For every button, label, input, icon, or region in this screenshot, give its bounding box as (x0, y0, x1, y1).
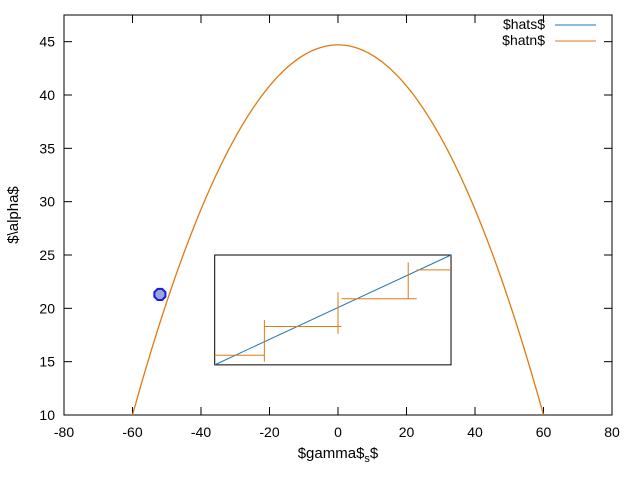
x-tick-label: 60 (536, 424, 552, 440)
highlight-marker (153, 287, 167, 302)
x-tick-label: 80 (604, 424, 620, 440)
y-tick-label: 25 (39, 247, 55, 263)
y-axis-label: $\alpha$ (5, 186, 22, 244)
marker-layer (153, 287, 167, 302)
hatn-curve (131, 44, 545, 416)
y-axis-ticks: 10 15 20 25 30 35 40 45 (39, 34, 612, 423)
inset-layer (214, 254, 452, 366)
x-tick-label: -20 (259, 424, 279, 440)
x-tick-label: -40 (191, 424, 211, 440)
x-axis-ticks: -80 -60 -40 -20 0 20 40 60 80 (54, 15, 620, 440)
legend-label-hatn: $hatn$ (502, 32, 545, 48)
legend: $hats$ $hatn$ (502, 16, 596, 48)
y-tick-label: 10 (39, 407, 55, 423)
x-tick-label: 20 (399, 424, 415, 440)
inset-hats-line (214, 254, 452, 366)
x-tick-label: -60 (122, 424, 142, 440)
x-tick-label: 40 (467, 424, 483, 440)
y-tick-label: 30 (39, 194, 55, 210)
y-tick-label: 15 (39, 354, 55, 370)
x-tick-label: -80 (54, 424, 74, 440)
y-tick-label: 35 (39, 140, 55, 156)
legend-label-hats: $hats$ (503, 16, 545, 32)
y-tick-label: 45 (39, 34, 55, 50)
y-tick-label: 40 (39, 87, 55, 103)
x-axis-label: $gamma$s$ (298, 445, 379, 465)
x-tick-label: 0 (334, 424, 342, 440)
y-tick-label: 20 (39, 300, 55, 316)
hatn-curve-layer (131, 44, 545, 416)
